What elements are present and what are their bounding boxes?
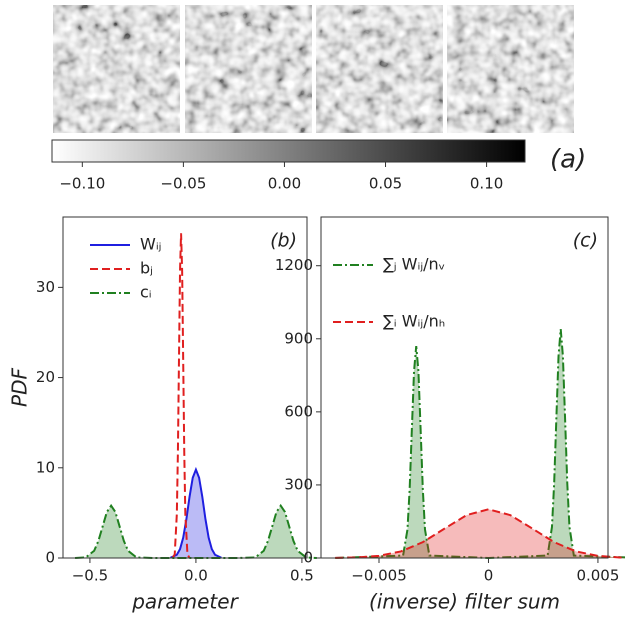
area bbox=[335, 509, 625, 558]
x-tick-label: 0.0 bbox=[184, 567, 208, 585]
y-tick-label: 0 bbox=[45, 549, 55, 567]
legend-label: bⱼ bbox=[140, 259, 153, 278]
panel-label: (a) bbox=[550, 145, 586, 175]
x-axis-label: parameter bbox=[131, 590, 239, 614]
colorbar bbox=[51, 139, 526, 163]
y-tick-label: 900 bbox=[284, 329, 313, 347]
x-tick-label: 0.005 bbox=[576, 567, 619, 585]
legend-label: cᵢ bbox=[140, 283, 152, 302]
y-tick-label: 600 bbox=[284, 402, 313, 420]
y-axis-label: PDF bbox=[8, 368, 32, 407]
tick-label: 0.05 bbox=[369, 175, 402, 193]
x-tick-label: −0.005 bbox=[351, 567, 407, 585]
tick-label: 0.00 bbox=[268, 175, 301, 193]
x-axis-label: (inverse) filter sum bbox=[369, 590, 560, 614]
area bbox=[75, 505, 317, 558]
plot-frame bbox=[62, 216, 308, 559]
panel-label: (b) bbox=[270, 230, 297, 252]
legend-label: ∑ⱼ Wᵢⱼ/nᵥ bbox=[383, 255, 445, 274]
panel-label: (c) bbox=[573, 230, 598, 252]
tick-label: −0.10 bbox=[59, 175, 105, 193]
filter-image bbox=[446, 4, 575, 134]
plot-frame bbox=[320, 216, 609, 559]
tick-label: 0.10 bbox=[470, 175, 503, 193]
line bbox=[170, 466, 222, 559]
filter-image bbox=[52, 4, 181, 134]
tick-label: −0.05 bbox=[160, 175, 206, 193]
y-tick-label: 0 bbox=[303, 549, 313, 567]
filter-image bbox=[184, 4, 313, 134]
filter-image bbox=[315, 4, 444, 134]
legend-label: ∑ᵢ Wᵢⱼ/nₕ bbox=[383, 312, 445, 331]
y-tick-label: 20 bbox=[36, 368, 55, 386]
legend-label: Wᵢⱼ bbox=[140, 235, 161, 254]
x-tick-label: −0.5 bbox=[72, 567, 108, 585]
filter-images bbox=[52, 4, 575, 134]
x-tick-label: 0 bbox=[484, 567, 494, 585]
area bbox=[170, 469, 222, 558]
x-tick-label: 0.5 bbox=[290, 567, 314, 585]
y-tick-label: 300 bbox=[284, 475, 313, 493]
y-tick-label: 30 bbox=[36, 278, 55, 296]
y-tick-label: 1200 bbox=[275, 256, 313, 274]
line bbox=[335, 508, 625, 559]
line bbox=[171, 233, 191, 559]
y-tick-label: 10 bbox=[36, 458, 55, 476]
